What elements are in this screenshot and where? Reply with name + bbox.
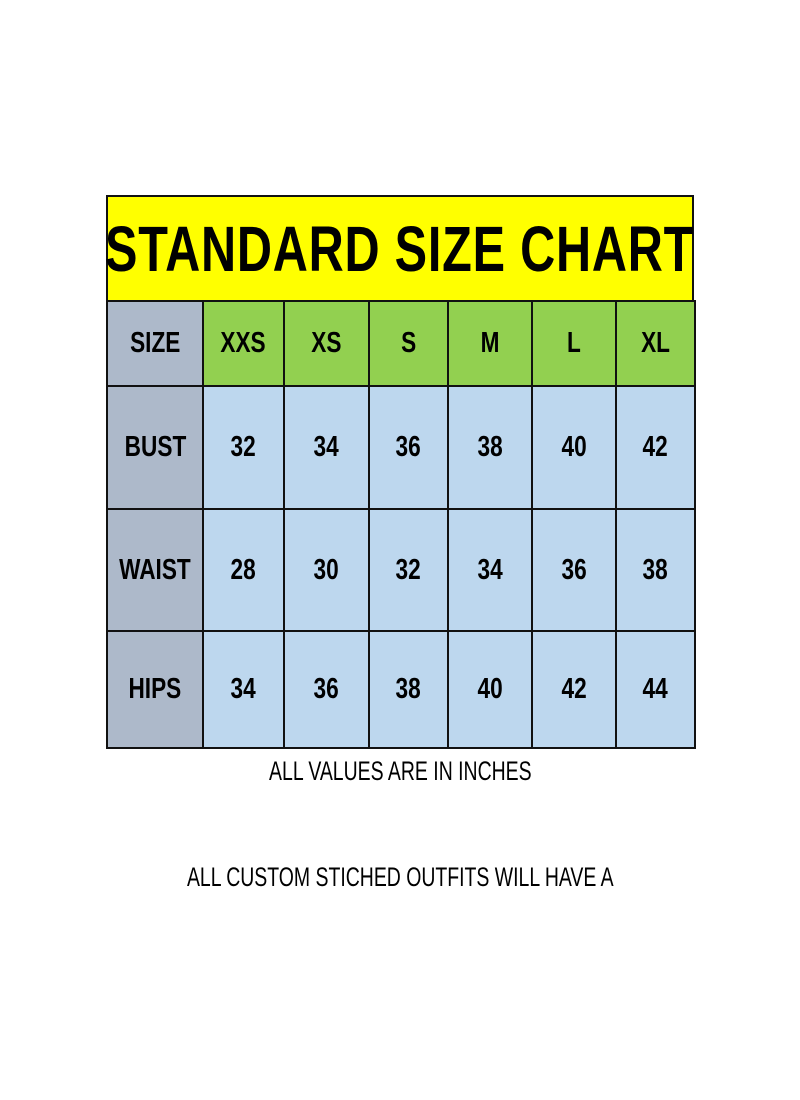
- measurement-value-cell: 38: [615, 508, 696, 632]
- size-column-header: XS: [283, 300, 370, 387]
- measurement-value-cell: 34: [283, 385, 370, 510]
- measurement-value-cell-text: 36: [561, 553, 587, 586]
- measurement-value-cell-text: 40: [477, 673, 503, 705]
- measurement-value-cell: 36: [283, 630, 370, 749]
- measurement-value-cell-text: 36: [313, 673, 340, 705]
- measurement-value-cell: 44: [615, 630, 696, 749]
- size-column-header-text: XXS: [220, 327, 267, 359]
- size-column-header: M: [447, 300, 533, 387]
- measurement-value-cell: 32: [202, 385, 285, 510]
- measurement-value-cell: 42: [531, 630, 617, 749]
- measurement-value-cell: 34: [202, 630, 285, 749]
- measurement-value-cell: 36: [531, 508, 617, 632]
- size-column-header-text: M: [480, 327, 500, 359]
- measurement-value-cell-text: 42: [642, 431, 669, 463]
- measurement-row-header: BUST: [106, 385, 204, 510]
- measurement-value-cell-text: 40: [561, 431, 587, 463]
- measurement-row-header-text: WAIST: [119, 553, 191, 586]
- size-column-header: XXS: [202, 300, 285, 387]
- measurement-value-cell: 40: [531, 385, 617, 510]
- measurement-value-cell-text: 44: [642, 673, 669, 705]
- measurement-value-cell: 30: [283, 508, 370, 632]
- measurement-value-cell: 38: [368, 630, 449, 749]
- chart-title: STANDARD SIZE CHART: [105, 212, 695, 285]
- measurement-value-cell-text: 38: [642, 553, 669, 586]
- measurement-value-cell: 28: [202, 508, 285, 632]
- size-column-header-text: XS: [311, 327, 342, 359]
- units-note: ALL VALUES ARE IN INCHES: [0, 756, 800, 787]
- units-note-text: ALL VALUES ARE IN INCHES: [268, 756, 532, 786]
- measurement-value-cell: 36: [368, 385, 449, 510]
- size-corner-header-text: SIZE: [129, 327, 181, 359]
- measurement-value-cell-text: 38: [477, 431, 503, 463]
- measurement-row-header-text: BUST: [124, 431, 186, 463]
- measurement-row-header-text: HIPS: [128, 673, 182, 705]
- measurement-value-cell-text: 32: [395, 553, 422, 586]
- measurement-value-cell: 32: [368, 508, 449, 632]
- measurement-value-cell-text: 42: [561, 673, 587, 705]
- measurement-value-cell-text: 32: [230, 431, 257, 463]
- size-column-header: XL: [615, 300, 696, 387]
- measurement-value-cell: 42: [615, 385, 696, 510]
- chart-title-cell: STANDARD SIZE CHART: [105, 195, 695, 302]
- measurement-row-header: WAIST: [106, 508, 204, 632]
- size-corner-header: SIZE: [106, 300, 204, 387]
- size-column-header: S: [368, 300, 449, 387]
- measurement-value-cell-text: 36: [395, 431, 422, 463]
- measurement-row-header: HIPS: [106, 630, 204, 749]
- measurement-value-cell: 38: [447, 385, 533, 510]
- custom-outfit-note-text: ALL CUSTOM STICHED OUTFITS WILL HAVE A: [186, 862, 614, 892]
- measurement-value-cell-text: 34: [230, 673, 257, 705]
- measurement-value-cell-text: 38: [395, 673, 422, 705]
- measurement-value-cell-text: 30: [313, 553, 340, 586]
- measurement-value-cell: 40: [447, 630, 533, 749]
- size-column-header-text: XL: [641, 327, 670, 359]
- measurement-value-cell-text: 34: [477, 553, 503, 586]
- size-column-header-text: L: [567, 327, 581, 359]
- custom-outfit-note: ALL CUSTOM STICHED OUTFITS WILL HAVE A: [0, 862, 800, 893]
- measurement-value-cell-text: 34: [313, 431, 340, 463]
- measurement-value-cell-text: 28: [230, 553, 257, 586]
- size-column-header: L: [531, 300, 617, 387]
- measurement-value-cell: 34: [447, 508, 533, 632]
- size-column-header-text: S: [400, 327, 417, 359]
